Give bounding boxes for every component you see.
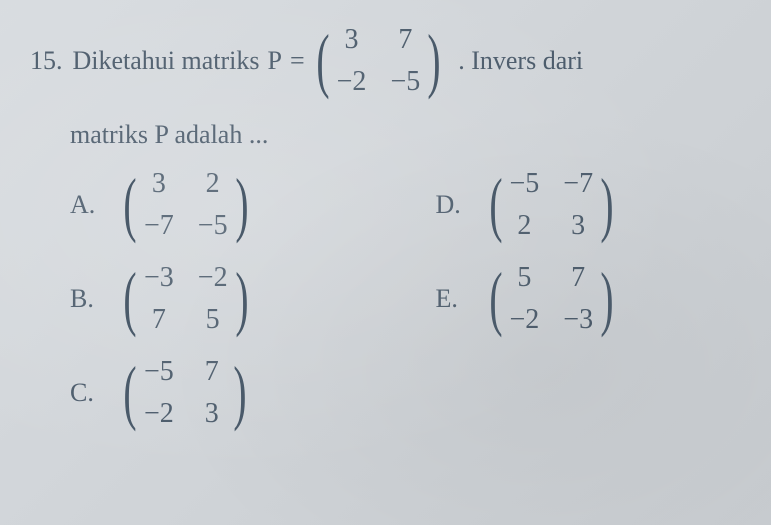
matrix-body: −3 −2 7 5 — [142, 258, 230, 340]
matrix-c: ( −5 7 −2 3 ) — [118, 352, 252, 434]
matrix-cell: −2 — [509, 304, 539, 336]
matrix-cell: 7 — [198, 356, 226, 388]
options-grid: A. ( 3 2 −7 −5 ) D. ( −5 −7 2 3 ) B. — [70, 164, 741, 434]
left-paren: ( — [123, 176, 136, 234]
matrix-cell: 3 — [144, 168, 174, 200]
option-letter: D. — [436, 190, 464, 220]
matrix-cell: −7 — [563, 168, 593, 200]
matrix-cell: 5 — [198, 304, 228, 336]
matrix-cell: −3 — [144, 262, 174, 294]
left-paren: ( — [316, 32, 329, 90]
left-paren: ( — [489, 270, 502, 328]
matrix-a: ( 3 2 −7 −5 ) — [118, 164, 254, 246]
right-paren: ) — [428, 32, 441, 90]
variable-p: P — [268, 46, 282, 76]
option-letter: C. — [70, 378, 98, 408]
matrix-p: ( 3 7 −2 −5 ) — [311, 20, 447, 102]
matrix-cell: −5 — [144, 356, 174, 388]
matrix-cell: 3 — [337, 24, 367, 56]
question-subtext: matriks P adalah ... — [70, 120, 741, 150]
option-e: E. ( 5 7 −2 −3 ) — [436, 258, 742, 340]
option-letter: A. — [70, 190, 98, 220]
option-d: D. ( −5 −7 2 3 ) — [436, 164, 742, 246]
right-paren: ) — [233, 364, 246, 422]
matrix-cell: 2 — [509, 210, 539, 242]
matrix-body: −5 −7 2 3 — [507, 164, 595, 246]
matrix-b: ( −3 −2 7 5 ) — [118, 258, 254, 340]
matrix-cell: −5 — [198, 210, 228, 242]
option-a: A. ( 3 2 −7 −5 ) — [70, 164, 376, 246]
matrix-cell: −5 — [390, 66, 420, 98]
question-text-before: Diketahui matriks — [73, 46, 260, 76]
matrix-cell: −2 — [198, 262, 228, 294]
option-letter: E. — [436, 284, 464, 314]
matrix-cell: 3 — [563, 210, 593, 242]
right-paren: ) — [600, 176, 613, 234]
right-paren: ) — [235, 270, 248, 328]
option-c: C. ( −5 7 −2 3 ) — [70, 352, 376, 434]
right-paren: ) — [235, 176, 248, 234]
matrix-d: ( −5 −7 2 3 ) — [484, 164, 620, 246]
matrix-cell: −5 — [509, 168, 539, 200]
question-number: 15. — [30, 46, 63, 76]
matrix-cell: −2 — [144, 398, 174, 430]
matrix-e: ( 5 7 −2 −3 ) — [484, 258, 620, 340]
matrix-p-body: 3 7 −2 −5 — [335, 20, 423, 102]
matrix-cell: 7 — [144, 304, 174, 336]
matrix-body: −5 7 −2 3 — [142, 352, 228, 434]
matrix-body: 3 2 −7 −5 — [142, 164, 230, 246]
matrix-body: 5 7 −2 −3 — [507, 258, 595, 340]
matrix-cell: 2 — [198, 168, 228, 200]
option-b: B. ( −3 −2 7 5 ) — [70, 258, 376, 340]
left-paren: ( — [123, 364, 136, 422]
question-line: 15. Diketahui matriks P = ( 3 7 −2 −5 ) … — [30, 20, 741, 102]
matrix-cell: −3 — [563, 304, 593, 336]
matrix-cell: 7 — [563, 262, 593, 294]
matrix-cell: −2 — [337, 66, 367, 98]
matrix-cell: 7 — [390, 24, 420, 56]
matrix-cell: −7 — [144, 210, 174, 242]
left-paren: ( — [489, 176, 502, 234]
right-paren: ) — [600, 270, 613, 328]
matrix-cell: 5 — [509, 262, 539, 294]
left-paren: ( — [123, 270, 136, 328]
equals-sign: = — [290, 46, 305, 76]
matrix-cell: 3 — [198, 398, 226, 430]
question-text-after: . Invers dari — [458, 46, 583, 76]
option-letter: B. — [70, 284, 98, 314]
